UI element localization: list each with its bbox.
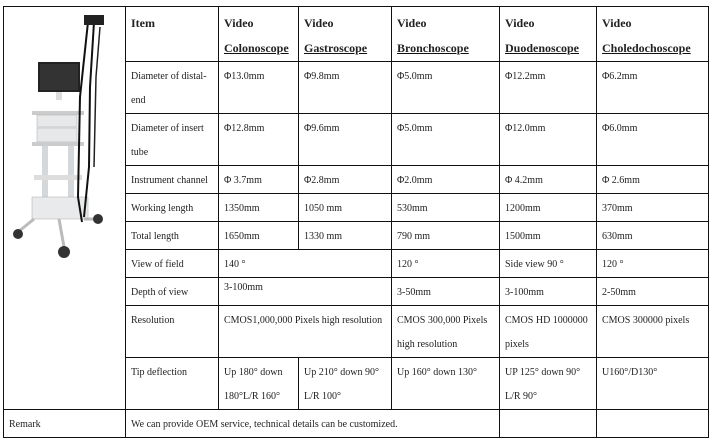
cell: 1200mm: [499, 193, 597, 222]
cell: Φ9.8mm: [298, 61, 392, 114]
table-row: Diameter of distal-end Φ13.0mm Φ9.8mm Φ5…: [4, 61, 709, 114]
table-row: Resolution CMOS1,000,000 Pixels high res…: [4, 305, 709, 358]
cell: 140 °: [218, 249, 392, 278]
cell: Φ5.0mm: [391, 113, 500, 166]
cell: Φ9.6mm: [298, 113, 392, 166]
table-row: Depth of view 3-100mm 3-50mm 3-100mm 2-5…: [4, 277, 709, 306]
cell: 120 °: [596, 249, 709, 278]
cell: 3-50mm: [391, 277, 500, 306]
row-label: View of field: [125, 249, 219, 278]
header-duodenoscope: Video Duodenoscope: [499, 6, 597, 62]
cell: Φ 3.7mm: [218, 165, 299, 194]
cell: CMOS 300,000 Pixels high resolution: [391, 305, 500, 358]
table-row: View of field 140 ° 120 ° Side view 90 °…: [4, 249, 709, 278]
endoscope-cart-image: [13, 15, 104, 258]
cell: Φ2.0mm: [391, 165, 500, 194]
cell: 120 °: [391, 249, 500, 278]
cell: Φ 2.6mm: [596, 165, 709, 194]
cell: 1350mm: [218, 193, 299, 222]
cell: U160°/D130°: [596, 357, 709, 410]
table-row: Tip deflection Up 180° down 180°L/R 160°…: [4, 357, 709, 410]
cell: CMOS 300000 pixels: [596, 305, 709, 358]
specification-table: Item Video Colonoscope Video Gastroscope V…: [3, 6, 709, 438]
cell: Up 210° down 90° L/R 100°: [298, 357, 392, 410]
row-label: Total length: [125, 221, 219, 250]
cell: 370mm: [596, 193, 709, 222]
cell: Φ6.0mm: [596, 113, 709, 166]
header-choledochoscope: Video Choledochoscope: [596, 6, 709, 62]
header-row: Item Video Colonoscope Video Gastroscope V…: [3, 6, 709, 410]
header-item: Item: [125, 6, 219, 62]
header-colonoscope: Video Colonoscope: [218, 6, 299, 62]
cell: 790 mm: [391, 221, 500, 250]
table-row: Instrument channel Φ 3.7mm Φ2.8mm Φ2.0mm…: [4, 165, 709, 194]
cell: Up 160° down 130°: [391, 357, 500, 410]
cell: 3-100mm: [499, 277, 597, 306]
table-row: Working length 1350mm 1050 mm 530mm 1200…: [4, 193, 709, 222]
row-label: Depth of view: [125, 277, 219, 306]
row-label: Tip deflection: [125, 357, 219, 410]
remark-row: Remark We can provide OEM service, techn…: [3, 409, 709, 438]
cell: 530mm: [391, 193, 500, 222]
empty-cell: [499, 409, 597, 438]
product-image-cell: [3, 6, 126, 410]
remark-text: We can provide OEM service, technical de…: [125, 409, 500, 438]
row-label: Diameter of distal-end: [125, 61, 219, 114]
empty-cell: [596, 409, 709, 438]
cell: CMOS1,000,000 Pixels high resolution: [218, 305, 392, 358]
cell: Φ12.8mm: [218, 113, 299, 166]
cell: 1650mm: [218, 221, 299, 250]
cell: Φ2.8mm: [298, 165, 392, 194]
remark-label: Remark: [3, 409, 126, 438]
cell: Side view 90 °: [499, 249, 597, 278]
cell: Φ 4.2mm: [499, 165, 597, 194]
header-bronchoscope: Video Bronchoscope: [391, 6, 500, 62]
cell: Φ5.0mm: [391, 61, 500, 114]
cell: 1500mm: [499, 221, 597, 250]
cell: 630mm: [596, 221, 709, 250]
row-label: Working length: [125, 193, 219, 222]
cell: 3-100mm: [218, 277, 392, 306]
row-label: Diameter of insert tube: [125, 113, 219, 166]
row-label: Resolution: [125, 305, 219, 358]
cell: 2-50mm: [596, 277, 709, 306]
header-gastroscope: Video Gastroscope: [298, 6, 392, 62]
cell: 1050 mm: [298, 193, 392, 222]
cell: Φ6.2mm: [596, 61, 709, 114]
cell: Up 180° down 180°L/R 160°: [218, 357, 299, 410]
cell: UP 125° down 90° L/R 90°: [499, 357, 597, 410]
cell: 1330 mm: [298, 221, 392, 250]
row-label: Instrument channel: [125, 165, 219, 194]
cell: Φ13.0mm: [218, 61, 299, 114]
cell: Φ12.0mm: [499, 113, 597, 166]
cell: Φ12.2mm: [499, 61, 597, 114]
cell: CMOS HD 1000000 pixels: [499, 305, 597, 358]
